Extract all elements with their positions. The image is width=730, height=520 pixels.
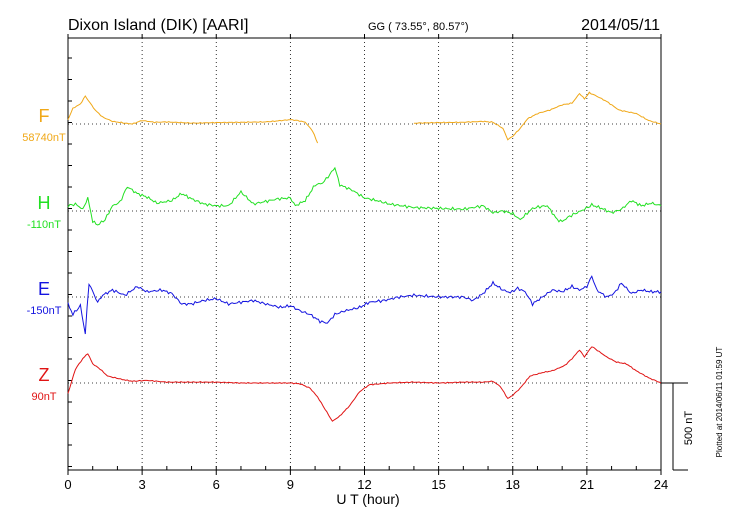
series-baseline-e: -150nT xyxy=(27,305,62,317)
x-tick-label: 15 xyxy=(431,477,445,492)
series-name-f: F xyxy=(39,106,50,126)
scale-bar-label: 500 nT xyxy=(683,411,695,446)
scale-bar: 500 nT xyxy=(661,382,695,471)
trace-labels: F 58740nT H -110nT E -150nT Z 90nT xyxy=(22,106,66,403)
x-tick-label: 9 xyxy=(287,477,294,492)
trace-f xyxy=(413,91,662,141)
trace-z xyxy=(67,346,662,422)
trace-f xyxy=(67,95,319,144)
station-title: Dixon Island (DIK) [AARI] xyxy=(68,17,249,34)
x-tick-label: 6 xyxy=(213,477,220,492)
x-tick-label: 12 xyxy=(357,477,371,492)
trace-h xyxy=(67,166,662,226)
station-coordinates: GG ( 73.55°, 80.57°) xyxy=(368,21,469,33)
trace-e xyxy=(67,275,662,335)
x-tick-label: 0 xyxy=(64,477,71,492)
chart-date: 2014/05/11 xyxy=(581,17,660,34)
x-tick-label: 3 xyxy=(139,477,146,492)
series-name-e: E xyxy=(38,279,50,299)
grid xyxy=(141,38,588,470)
x-axis-label: U T (hour) xyxy=(336,491,399,507)
series-name-z: Z xyxy=(39,365,50,385)
plotted-timestamp: Plotted at 2014/06/11 01:59 UT xyxy=(715,347,724,458)
baselines xyxy=(68,123,661,384)
series-baseline-h: -110nT xyxy=(27,219,61,231)
x-tick-label: 21 xyxy=(580,477,594,492)
x-tick-label: 24 xyxy=(654,477,668,492)
series-baseline-z: 90nT xyxy=(31,391,56,403)
series-name-h: H xyxy=(38,193,51,213)
axis-ticks: 0 3 6 9 12 15 18 21 24 xyxy=(64,34,668,492)
series-baseline-f: 58740nT xyxy=(22,132,66,144)
traces xyxy=(67,91,662,422)
x-tick-label: 18 xyxy=(506,477,520,492)
